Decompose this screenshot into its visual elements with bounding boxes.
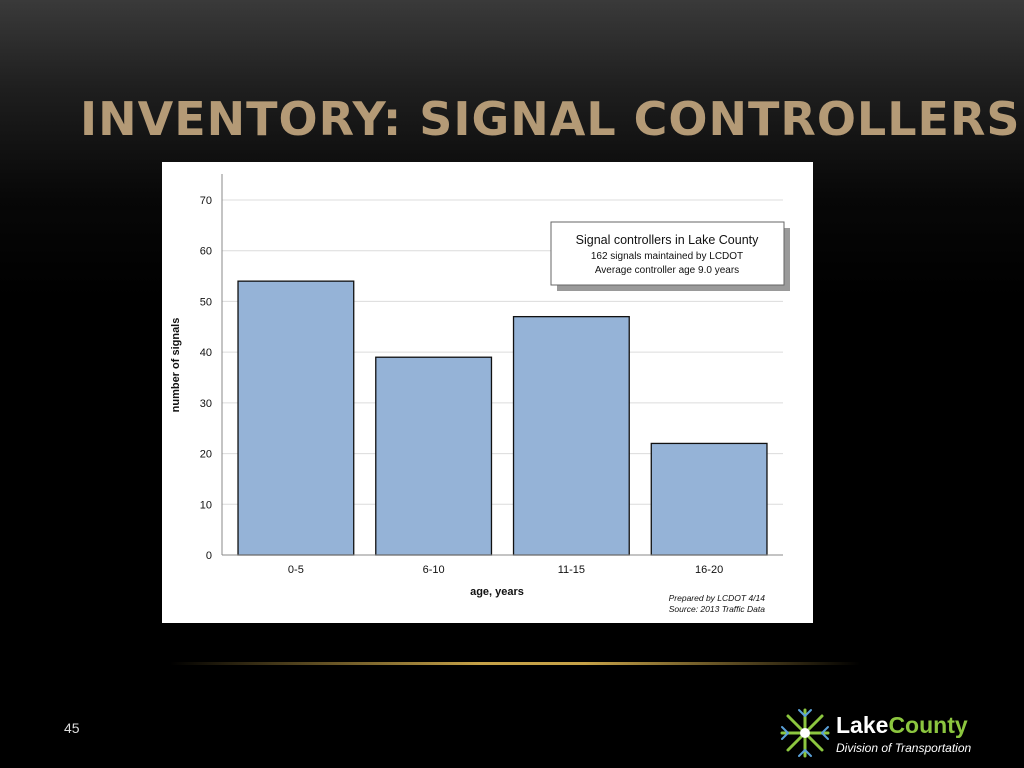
logo-subtitle: Division of Transportation <box>836 741 972 755</box>
y-tick-label: 50 <box>200 296 212 308</box>
annotation-title: Signal controllers in Lake County <box>576 233 759 247</box>
x-tick-label: 0-5 <box>288 564 304 576</box>
annotation-line-1: 162 signals maintained by LCDOT <box>591 251 743 262</box>
logo-wordmark: LakeCounty <box>836 712 968 739</box>
y-tick-label: 40 <box>200 347 212 359</box>
y-tick-label: 20 <box>200 449 212 461</box>
snowflake-logo-icon <box>780 708 830 758</box>
credit-line-2: Source: 2013 Traffic Data <box>669 604 765 614</box>
y-tick-label: 30 <box>200 398 212 410</box>
lake-county-logo: LakeCounty Division of Transportation <box>778 706 1008 762</box>
decorative-divider <box>170 662 860 665</box>
x-tick-label: 11-15 <box>558 564 585 576</box>
slide-title: INVENTORY: SIGNAL CONTROLLERS <box>80 92 1021 146</box>
y-axis-label: number of signals <box>170 318 182 413</box>
bar-0-5 <box>237 280 355 556</box>
y-tick-label: 0 <box>206 550 212 562</box>
y-tick-label: 10 <box>200 499 212 511</box>
annotation-line-2: Average controller age 9.0 years <box>595 265 739 276</box>
bar-6-10 <box>375 356 493 556</box>
y-tick-label: 70 <box>200 195 212 207</box>
y-tick-label: 60 <box>200 246 212 258</box>
annotation-box: Signal controllers in Lake County 162 si… <box>550 221 790 291</box>
logo-wordmark-county: County <box>888 712 968 738</box>
x-tick-label: 6-10 <box>423 564 445 576</box>
bar-16-20 <box>650 442 768 556</box>
credit-line-1: Prepared by LCDOT 4/14 <box>669 593 766 603</box>
x-axis-label: age, years <box>470 586 524 598</box>
bar-11-15 <box>512 315 630 556</box>
x-tick-label: 16-20 <box>695 564 723 576</box>
bar-chart: 0 10 20 30 40 50 60 70 0-5 6-10 11-15 16-20 number… <box>170 174 790 614</box>
chart-panel: 0 10 20 30 40 50 60 70 0-5 6-10 11-15 16-20 number… <box>162 162 813 623</box>
logo-wordmark-lake: Lake <box>836 712 889 738</box>
page-number: 45 <box>64 720 80 736</box>
